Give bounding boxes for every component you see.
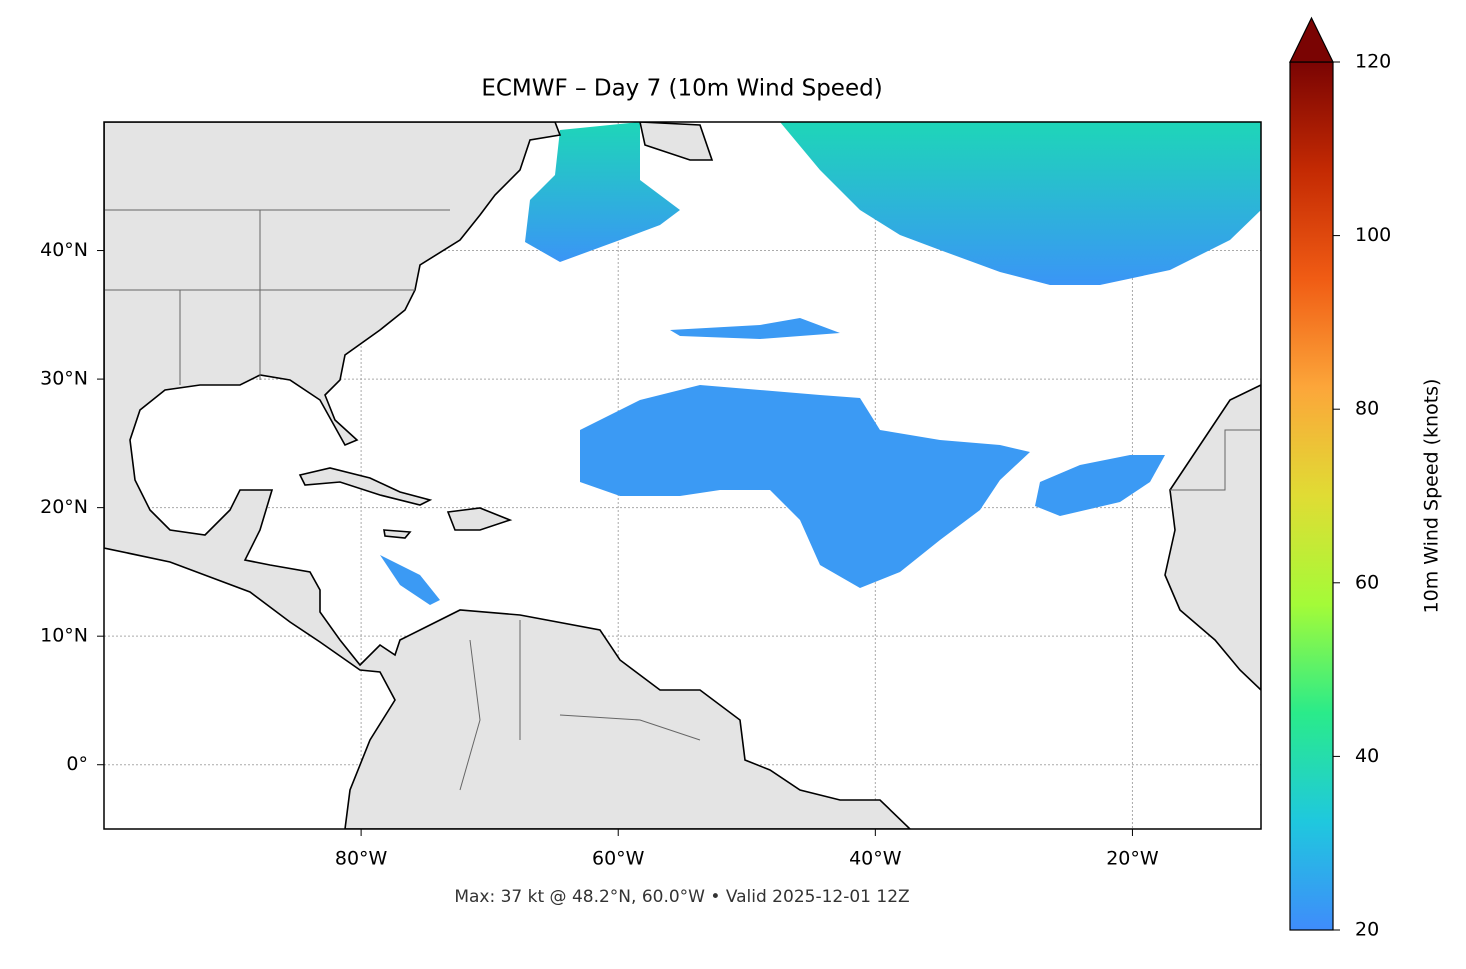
chart-title: ECMWF – Day 7 (10m Wind Speed)	[481, 76, 882, 102]
land	[104, 122, 912, 829]
colorbar-tick-label: 20	[1355, 919, 1379, 941]
x-tick-label: 40°W	[849, 848, 902, 870]
wind-area	[1035, 455, 1165, 516]
x-tick-label: 20°W	[1106, 848, 1159, 870]
land	[383, 529, 412, 539]
land	[1164, 384, 1261, 692]
colorbar-label: 10m Wind Speed (knots)	[1421, 379, 1443, 614]
land	[446, 507, 513, 531]
colorbar-extension	[1289, 16, 1334, 63]
y-tick-label: 40°N	[40, 239, 88, 261]
y-tick-label: 10°N	[40, 625, 88, 647]
colorbar-tick-label: 120	[1355, 51, 1391, 73]
map-layer	[104, 122, 1261, 829]
x-tick-label: 60°W	[592, 848, 645, 870]
wind-area	[670, 318, 840, 339]
wind-area	[780, 122, 1261, 285]
colorbar-tick-label: 40	[1355, 745, 1379, 767]
wind-area	[380, 555, 440, 605]
colorbar	[1289, 61, 1334, 931]
wind-area	[525, 122, 680, 262]
y-tick-label: 0°	[66, 753, 88, 775]
annotation: Max: 37 kt @ 48.2°N, 60.0°W • Valid 2025…	[454, 887, 909, 907]
border	[104, 209, 1261, 791]
x-tick-label: 80°W	[335, 848, 388, 870]
y-tick-label: 30°N	[40, 368, 88, 390]
y-tick-label: 20°N	[40, 496, 88, 518]
colorbar-tick-label: 100	[1355, 224, 1391, 246]
land	[298, 467, 433, 506]
land	[639, 122, 714, 161]
colorbar-tick-label: 80	[1355, 398, 1379, 420]
colorbar-tick-label: 60	[1355, 571, 1379, 593]
map-frame	[103, 121, 1262, 830]
wind-area	[580, 385, 1030, 588]
